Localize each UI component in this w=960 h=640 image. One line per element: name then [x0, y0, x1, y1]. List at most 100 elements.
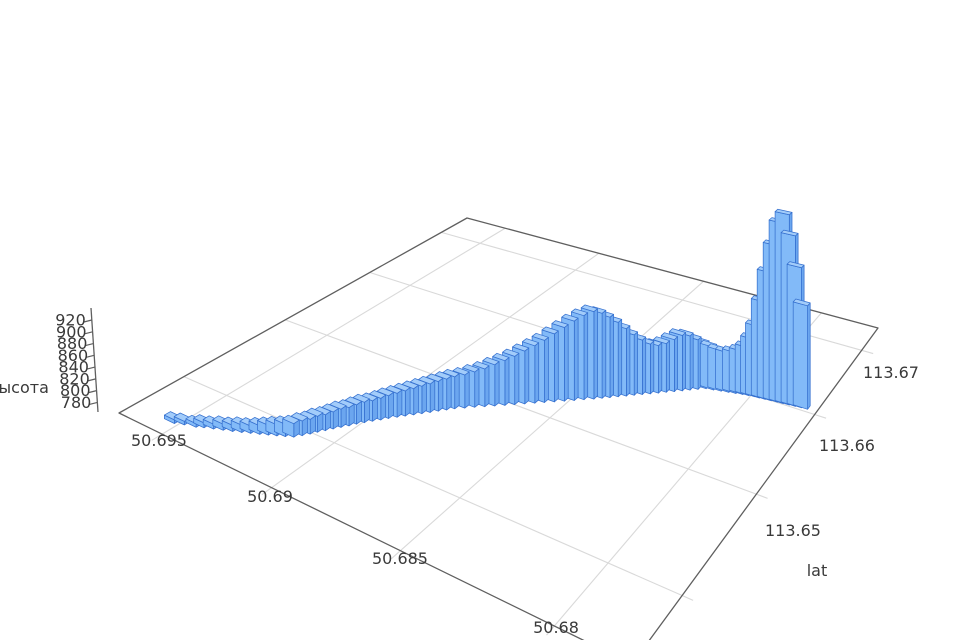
- bar-side-face: [524, 347, 530, 405]
- lon-tick-mark: [861, 349, 874, 355]
- bar-top-face: [774, 208, 793, 216]
- bar-top-face: [502, 348, 520, 357]
- bar-side-face: [429, 380, 436, 413]
- bar-side-face: [494, 361, 500, 407]
- bottom-tick-label: 50.685: [372, 549, 428, 568]
- bar-side-face: [474, 368, 480, 408]
- bar-side-face: [413, 384, 419, 416]
- bar-side-face: [446, 375, 452, 411]
- floor-grid-line-lat: [271, 252, 600, 489]
- z-tick-label: 800: [60, 381, 91, 400]
- z-axis-tick: [86, 366, 96, 370]
- lon-tick-mark: [756, 493, 768, 499]
- bar-top-face: [512, 343, 530, 352]
- bar-top-face: [668, 328, 686, 336]
- bar-side-face: [601, 309, 607, 399]
- bar-side-face: [364, 398, 370, 424]
- lat-tick-mark: [151, 433, 163, 441]
- lon-tick-mark: [814, 414, 827, 419]
- z-tick-label: 920: [55, 311, 86, 330]
- bar-top-face: [786, 261, 805, 269]
- bar-top-face: [482, 357, 500, 366]
- bar-side-face: [388, 391, 394, 419]
- lat-tick-mark: [546, 625, 555, 636]
- floor-grid-line-lon: [183, 376, 683, 597]
- z-axis-tick: [83, 319, 92, 323]
- bar-top-face: [580, 304, 598, 312]
- bar-top-face: [792, 298, 811, 307]
- bar-side-face: [626, 325, 631, 397]
- bottom-tick-label: 50.68: [533, 618, 579, 637]
- bar-top-face: [452, 367, 470, 376]
- z-axis-title: высота: [0, 378, 49, 397]
- lon-tick-mark: [681, 595, 694, 601]
- floor-grid-line-lat: [161, 227, 506, 435]
- bar-top-face: [492, 352, 510, 362]
- bar-side-face: [674, 336, 678, 392]
- lat-tick-mark: [391, 550, 401, 560]
- bar-side-face: [642, 336, 647, 395]
- bar: [282, 414, 300, 438]
- z-axis-tick: [87, 378, 96, 382]
- bar-side-face: [682, 332, 686, 392]
- bar-top-face: [472, 361, 490, 370]
- floor-grid-line-lat: [400, 280, 704, 552]
- z-axis-tick: [84, 331, 93, 335]
- bar-top-face: [571, 308, 589, 317]
- bar-side-face: [807, 302, 811, 410]
- bar-side-face: [484, 365, 490, 408]
- bar-top-face: [780, 229, 799, 237]
- z-tick-label: 840: [58, 358, 89, 377]
- bottom-tick-label: 50.69: [247, 487, 293, 506]
- bar-side-face: [658, 342, 663, 394]
- z-axis-line: [90, 307, 99, 413]
- z-axis-tick: [85, 342, 94, 347]
- bar-side-face: [372, 397, 378, 422]
- bar-top-face: [282, 414, 300, 425]
- right-tick-label: 113.67: [863, 363, 919, 382]
- bar-top-face: [462, 364, 480, 373]
- bar-front-face: [792, 301, 808, 410]
- bar-side-face: [633, 331, 638, 396]
- z-tick-label: 880: [57, 334, 88, 353]
- bar-top-face: [541, 326, 559, 335]
- z-tick-label: 860: [58, 346, 89, 365]
- bottom-tick-label: 50.695: [131, 431, 187, 450]
- bar-side-face: [665, 340, 670, 393]
- floor-grid-line-lon: [285, 319, 757, 495]
- bar-top-face: [660, 332, 678, 341]
- right-tick-label: 113.65: [765, 521, 821, 540]
- bar-side-face: [454, 373, 460, 410]
- z-axis-tick: [89, 401, 98, 405]
- bar: [792, 298, 811, 410]
- bar-top-face: [522, 338, 540, 347]
- bar-side-face: [544, 336, 549, 403]
- z-axis-tick: [88, 390, 97, 394]
- bar-side-face: [650, 340, 655, 395]
- bar-top-face: [531, 332, 549, 341]
- bar-side-face: [514, 352, 520, 405]
- z-tick-label: 820: [59, 369, 90, 388]
- bar-side-face: [593, 308, 598, 400]
- z-axis-tick: [86, 354, 95, 358]
- bar-side-face: [554, 330, 559, 403]
- bar-side-face: [689, 332, 694, 391]
- bar-side-face: [609, 313, 614, 398]
- bar-side-face: [437, 377, 444, 412]
- z-tick-label: 900: [56, 322, 87, 341]
- right-axis-title: lat: [807, 561, 828, 580]
- z-tick-label: 780: [61, 393, 92, 412]
- bar-top-face: [551, 320, 569, 328]
- bar-side-face: [564, 324, 569, 402]
- bar-side-face: [404, 387, 411, 417]
- bar-side-face: [380, 394, 387, 421]
- bar-side-face: [583, 312, 589, 401]
- bar-side-face: [504, 357, 510, 406]
- bar-side-face: [617, 319, 623, 398]
- lat-tick-mark: [261, 487, 272, 496]
- bar-top-face: [561, 313, 579, 322]
- bar-side-face: [573, 317, 579, 401]
- bar-side-face: [534, 342, 540, 404]
